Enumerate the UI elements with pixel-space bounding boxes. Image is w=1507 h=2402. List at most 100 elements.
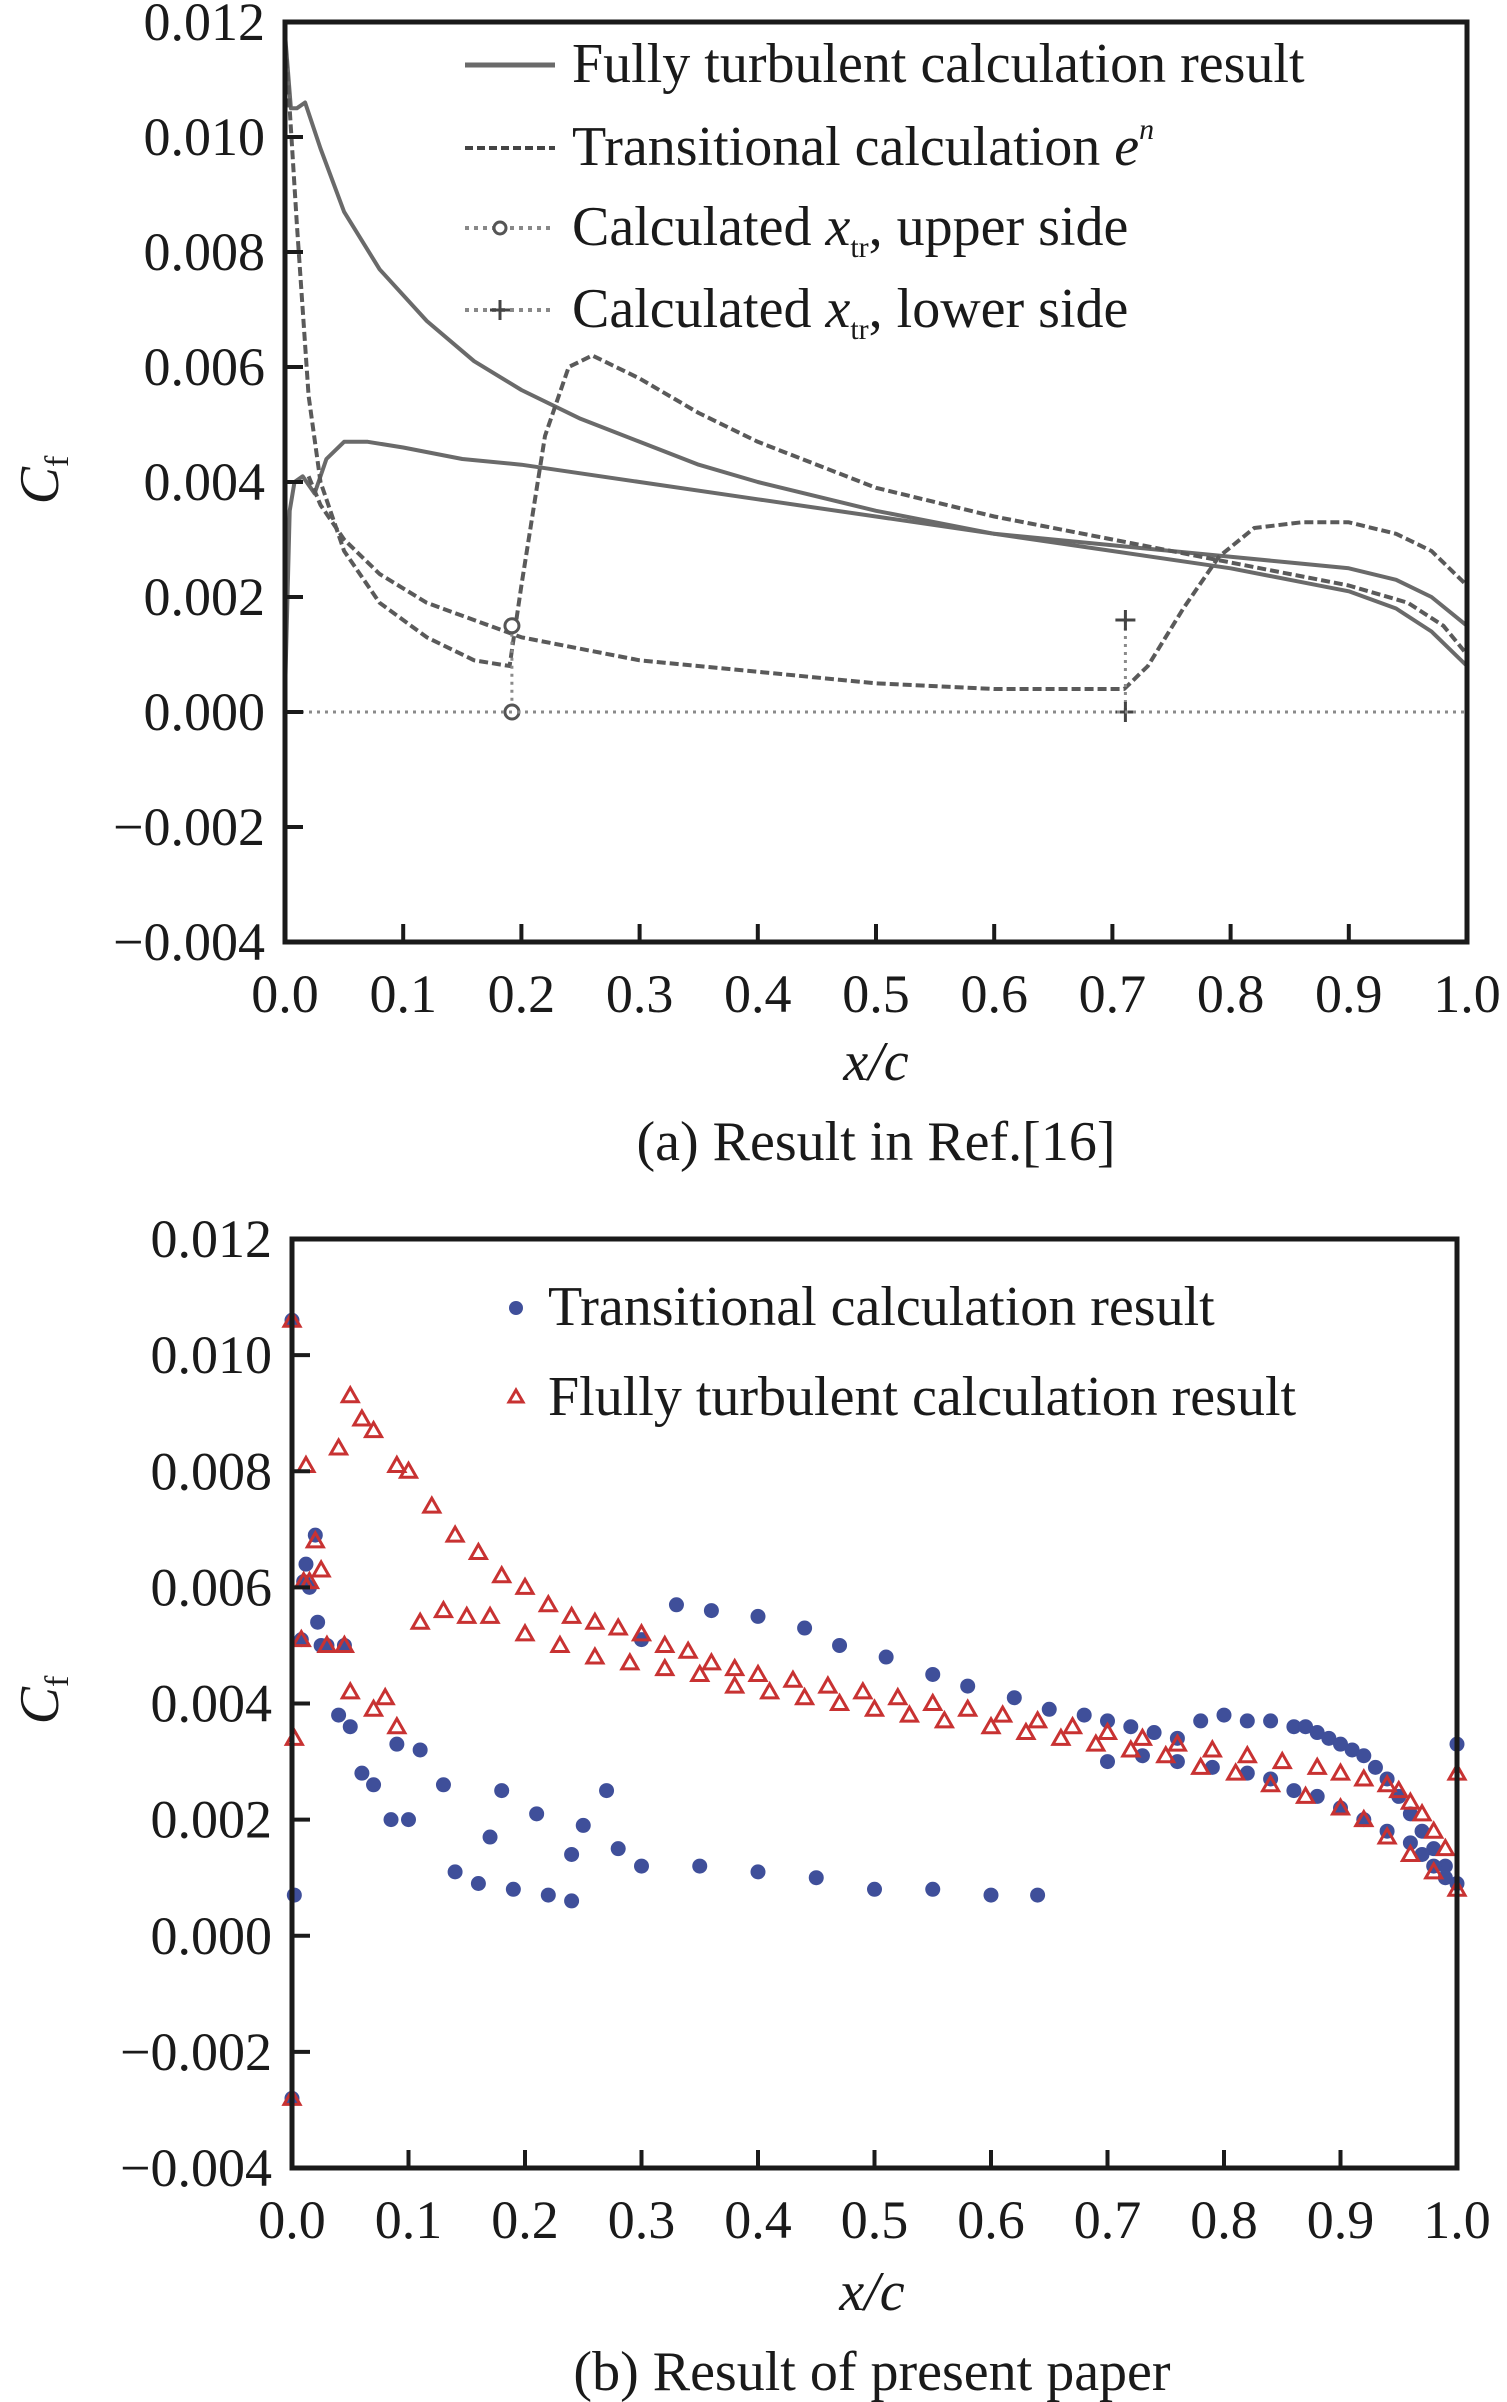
turbulent-point — [677, 1640, 699, 1659]
panel-a-x-tick-label: 0.7 — [1079, 964, 1147, 1024]
transitional-point — [867, 1881, 882, 1897]
panel-a-x-tick-label: 0.8 — [1197, 964, 1265, 1024]
transitional-point — [1076, 1707, 1092, 1723]
panel-a-x-tick-label: 1.0 — [1433, 964, 1501, 1024]
turbulent-point — [386, 1454, 408, 1473]
transitional-point — [750, 1864, 766, 1880]
turbulent-point — [980, 1715, 1002, 1735]
transitional-point — [310, 1614, 326, 1630]
transitional-point — [540, 1887, 556, 1903]
turbulent-point — [1353, 1808, 1375, 1828]
panel-a-x-tick-label: 0.0 — [251, 964, 319, 1024]
panel-a-x-tick-label: 0.6 — [960, 964, 1028, 1024]
panel-b-tick-labels: 0.0 0.1 0.2 0.3 0.4 0.5 0.6 0.7 0.8 0.9 1.0 0.012 0.… — [120, 1209, 1491, 2250]
panel-a-frame — [282, 19, 1470, 945]
legend-label: Calculated xtr, upper side — [572, 196, 1128, 264]
turbulent-point — [1236, 1744, 1258, 1764]
turbulent-point — [561, 1605, 583, 1624]
transitional-point — [1041, 1701, 1057, 1717]
legend-item-fully-turbulent: Fully turbulent calculation result — [465, 33, 1305, 95]
turbulent-point — [933, 1709, 955, 1729]
turbulent-point — [654, 1634, 676, 1653]
legend-item-xtr-lower: Calculated xtr, lower side — [465, 278, 1128, 346]
transitional-point — [470, 1875, 486, 1891]
xtr-upper-marker — [503, 617, 521, 635]
turbulent-point — [782, 1669, 804, 1688]
turbulent-point — [1096, 1721, 1119, 1741]
panel-b-y-tick-label: 0.004 — [151, 1674, 273, 1734]
turbulent-point — [339, 1680, 361, 1700]
transitional-point — [1263, 1713, 1279, 1729]
transitional-point — [692, 1858, 708, 1874]
turbulent-point — [584, 1611, 606, 1630]
transitional-point — [878, 1649, 894, 1665]
turbulent-point — [304, 1529, 326, 1549]
turbulent-point — [339, 1384, 361, 1404]
transitional-point — [575, 1817, 591, 1833]
panel-b-x-tick-label: 1.0 — [1423, 2190, 1491, 2250]
transitional-point — [1367, 1759, 1383, 1775]
turbulent-point — [654, 1657, 676, 1677]
series-line-fully-turbulent-lower — [283, 439, 1469, 695]
turbulent-point — [421, 1495, 443, 1514]
turbulent-point — [1399, 1843, 1421, 1862]
turbulent-point — [689, 1663, 711, 1682]
turbulent-point — [1329, 1762, 1352, 1781]
turbulent-point — [456, 1605, 478, 1624]
transitional-point — [389, 1736, 405, 1752]
panel-a-legend: Fully turbulent calculation result Trans… — [465, 33, 1305, 346]
transitional-point — [1030, 1887, 1046, 1903]
turbulent-point — [374, 1686, 396, 1706]
turbulent-point — [898, 1704, 921, 1723]
turbulent-point — [409, 1611, 431, 1630]
turbulent-point — [386, 1715, 408, 1735]
turbulent-point — [700, 1651, 722, 1671]
panel-b-legend: Transitional calculation result Flully t… — [506, 1276, 1297, 1428]
turbulent-point — [747, 1663, 769, 1682]
transitional-point — [1356, 1748, 1372, 1764]
legend-swatch-circle-marker — [492, 220, 508, 236]
transitional-point — [925, 1666, 941, 1682]
turbulent-point — [1376, 1773, 1398, 1793]
turbulent-point — [1434, 1837, 1456, 1857]
panel-b-y-tick-label: −0.002 — [120, 2022, 272, 2082]
series-line-transitional-e-n-lower — [306, 475, 1469, 691]
panel-a-x-tick-label: 0.9 — [1315, 964, 1383, 1024]
panel-a-y-tick-label: 0.012 — [144, 0, 266, 52]
panel-a-y-tick-label: 0.000 — [144, 682, 266, 742]
transitional-point — [610, 1841, 626, 1857]
transitional-point — [1321, 1730, 1337, 1746]
turbulent-point — [992, 1704, 1014, 1723]
turbulent-point — [290, 1628, 312, 1648]
transitional-point — [1344, 1742, 1360, 1758]
turbulent-point — [724, 1657, 746, 1677]
panel-b-xlabel: x/c — [838, 2261, 904, 2323]
panel-b-y-tick-label: −0.004 — [120, 2138, 272, 2198]
panel-a-x-tick-label: 0.3 — [606, 964, 674, 1024]
transitional-point — [401, 1812, 416, 1828]
transitional-point — [808, 1870, 824, 1886]
legend-label: Fully turbulent calculation result — [572, 33, 1305, 95]
transitional-point — [354, 1765, 370, 1781]
panel-b: 0.0 0.1 0.2 0.3 0.4 0.5 0.6 0.7 0.8 0.9 1.0 0.012 0.… — [9, 1209, 1491, 2402]
transitional-point — [1216, 1707, 1232, 1723]
turbulent-point — [1061, 1715, 1084, 1735]
turbulent-point — [724, 1675, 746, 1694]
transitional-point — [750, 1608, 766, 1624]
turbulent-point — [922, 1692, 944, 1711]
turbulent-point — [351, 1407, 373, 1427]
panel-a-ylabel: Cf — [9, 455, 76, 504]
transitional-point — [482, 1829, 498, 1845]
transitional-point — [331, 1707, 347, 1723]
transitional-point — [1286, 1719, 1302, 1735]
transitional-point — [1239, 1713, 1255, 1729]
panel-b-x-tick-label: 0.1 — [375, 2190, 443, 2250]
transitional-point — [1100, 1754, 1115, 1770]
turbulent-point — [397, 1460, 420, 1479]
transitional-point — [1169, 1754, 1185, 1770]
turbulent-point — [1190, 1756, 1212, 1775]
turbulent-point — [1411, 1802, 1433, 1822]
transitional-point — [366, 1777, 382, 1793]
transitional-point — [703, 1603, 719, 1619]
transitional-point — [1006, 1690, 1022, 1706]
